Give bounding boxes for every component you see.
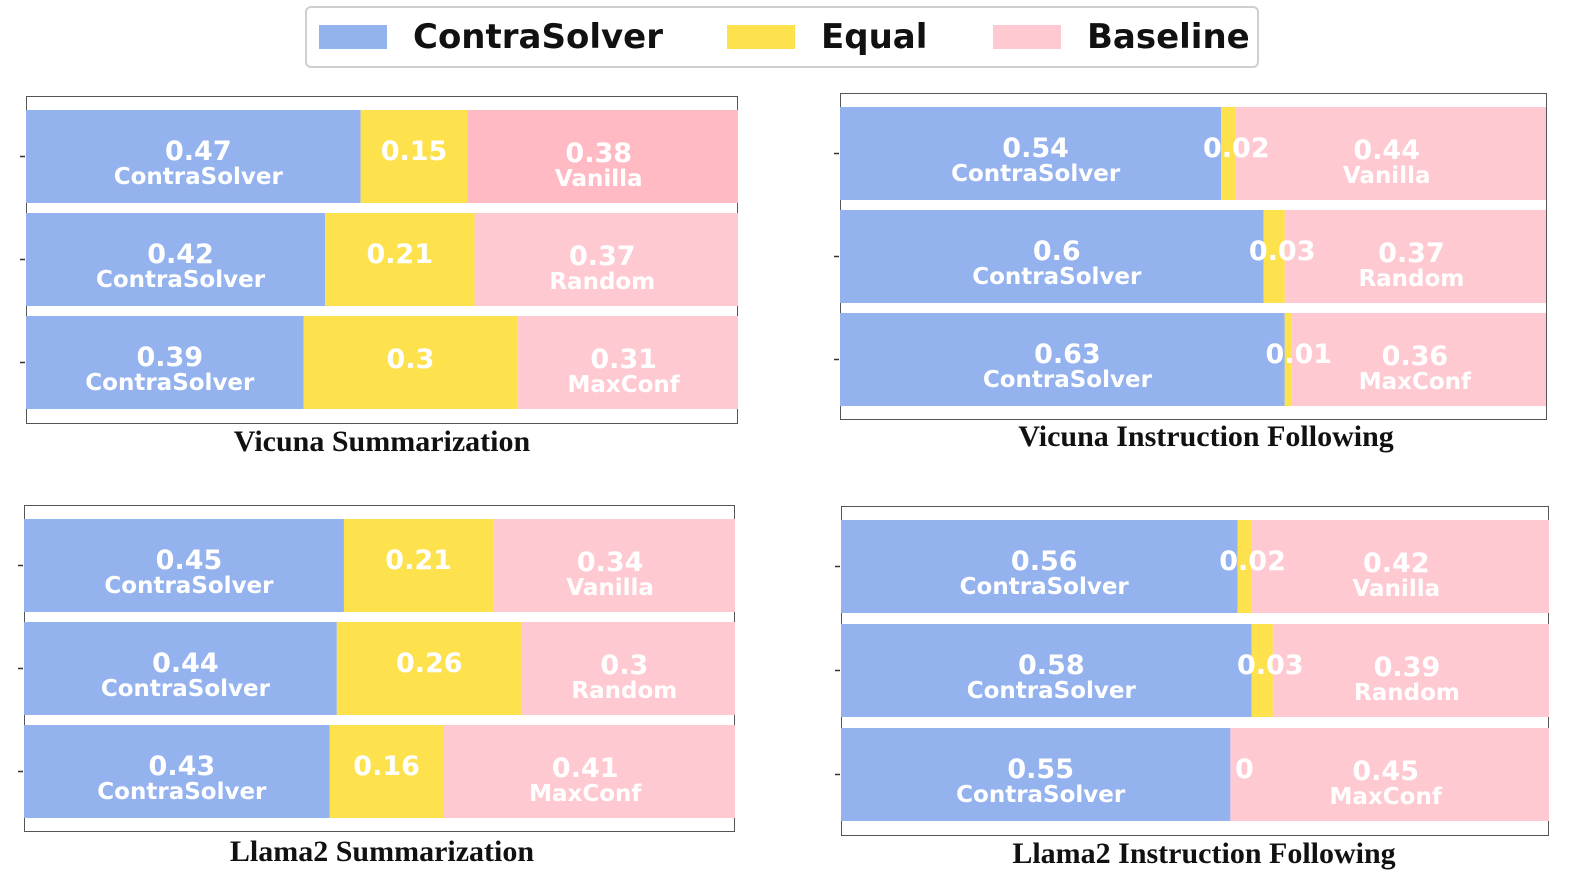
legend-item-equal: Equal	[727, 8, 927, 66]
chart-title: Vicuna Summarization	[233, 425, 531, 458]
legend-item-baseline: Baseline	[993, 8, 1250, 66]
chart-frame-vicuna-instruction-following	[840, 93, 1547, 420]
legend-item-contrasolver: ContraSolver	[319, 8, 663, 66]
legend: ContraSolver Equal Baseline	[305, 6, 1259, 68]
legend-swatch-equal	[727, 25, 795, 49]
chart-title: Llama2 Instruction Following	[1012, 837, 1396, 870]
legend-swatch-baseline	[993, 25, 1061, 49]
chart-frame-llama2-instruction-following	[841, 506, 1549, 836]
chart-title: Llama2 Summarization	[229, 835, 535, 868]
legend-swatch-contrasolver	[319, 25, 387, 49]
chart-frame-vicuna-summarization	[26, 96, 738, 424]
legend-label-equal: Equal	[821, 17, 928, 57]
legend-label-contrasolver: ContraSolver	[413, 17, 663, 57]
legend-label-baseline: Baseline	[1087, 17, 1250, 57]
chart-title: Vicuna Instruction Following	[1018, 420, 1394, 453]
chart-frame-llama2-summarization	[24, 505, 735, 832]
